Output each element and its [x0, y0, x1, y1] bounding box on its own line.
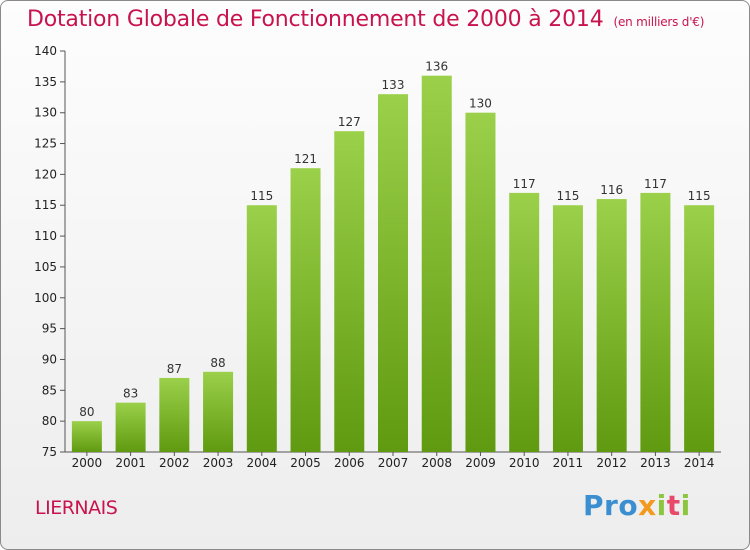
axes: 75 80 85 90 95 100 105 110 115 120 125 130 135 140 [34, 44, 721, 459]
bar [203, 371, 234, 452]
bar [640, 192, 671, 452]
y-tick-label: 80 [42, 414, 57, 428]
x-tick-label: 2000 [72, 456, 103, 470]
x-tick-label: 2007 [378, 456, 409, 470]
y-tick-label: 120 [34, 167, 57, 181]
bar [246, 205, 277, 452]
chart-title-text: Dotation Globale de Fonctionnement de 20… [27, 7, 604, 32]
x-tick-label: 2011 [553, 456, 584, 470]
bar [378, 94, 408, 452]
bar [509, 192, 540, 452]
y-tick-label: 100 [34, 291, 57, 305]
bar [71, 421, 102, 452]
x-tick-label: 2002 [159, 456, 190, 470]
logo-part-2: x [638, 489, 657, 522]
logo-part-4: t [666, 489, 681, 522]
y-tick-label: 140 [34, 44, 57, 58]
bar-value-label: 130 [469, 97, 492, 111]
y-tick-label: 85 [42, 383, 57, 397]
bars [71, 75, 715, 452]
labels: 80 2000 83 2001 87 2002 88 2003 115 2004 121 2005 12… [72, 60, 715, 470]
bar [290, 168, 321, 452]
y-tick-label: 125 [34, 137, 57, 151]
x-tick-label: 2009 [465, 456, 496, 470]
bar-value-label: 115 [250, 189, 273, 203]
x-tick-label: 2012 [596, 456, 627, 470]
y-tick-label: 130 [34, 106, 57, 120]
y-tick-label: 135 [34, 75, 57, 89]
logo-part-3: i [656, 489, 667, 522]
x-tick-label: 2001 [115, 456, 146, 470]
bar-value-label: 80 [79, 405, 94, 419]
bar-value-label: 115 [556, 189, 579, 203]
unit-note: (en milliers d'€) [613, 15, 705, 29]
bar [115, 402, 146, 452]
bar [596, 199, 627, 452]
x-tick-label: 2005 [290, 456, 321, 470]
bar [421, 75, 452, 452]
bar [159, 377, 190, 452]
bar-value-label: 117 [644, 177, 667, 191]
commune-name: LIERNAIS [35, 497, 118, 519]
bar [684, 205, 715, 452]
bar [552, 205, 583, 452]
bar-value-label: 83 [123, 387, 138, 401]
proxiti-logo: Proxiti [583, 489, 691, 522]
bar-value-label: 121 [294, 152, 317, 166]
bar-value-label: 115 [688, 189, 711, 203]
y-tick-label: 95 [42, 322, 57, 336]
x-tick-label: 2008 [421, 456, 452, 470]
y-tick-label: 90 [42, 352, 57, 366]
y-tick-label: 115 [34, 198, 57, 212]
x-tick-label: 2004 [247, 456, 278, 470]
chart-title: Dotation Globale de Fonctionnement de 20… [27, 7, 704, 32]
logo-part-5: i [680, 489, 691, 522]
bar-value-label: 133 [382, 78, 405, 92]
bar-value-label: 136 [425, 60, 448, 74]
bar-value-label: 117 [513, 177, 536, 191]
x-tick-label: 2013 [640, 456, 671, 470]
bar-value-label: 87 [167, 362, 182, 376]
bar [465, 112, 496, 452]
y-tick-label: 75 [42, 445, 57, 459]
x-tick-label: 2006 [334, 456, 365, 470]
x-tick-label: 2010 [509, 456, 540, 470]
bar-value-label: 127 [338, 115, 361, 129]
y-tick-label: 105 [34, 260, 57, 274]
bar-value-label: 116 [600, 183, 623, 197]
bar [334, 131, 365, 452]
x-tick-label: 2003 [203, 456, 234, 470]
y-tick-label: 110 [34, 229, 57, 243]
bar-value-label: 88 [210, 356, 225, 370]
x-tick-label: 2014 [684, 456, 715, 470]
logo-part-1: Pro [583, 489, 639, 522]
